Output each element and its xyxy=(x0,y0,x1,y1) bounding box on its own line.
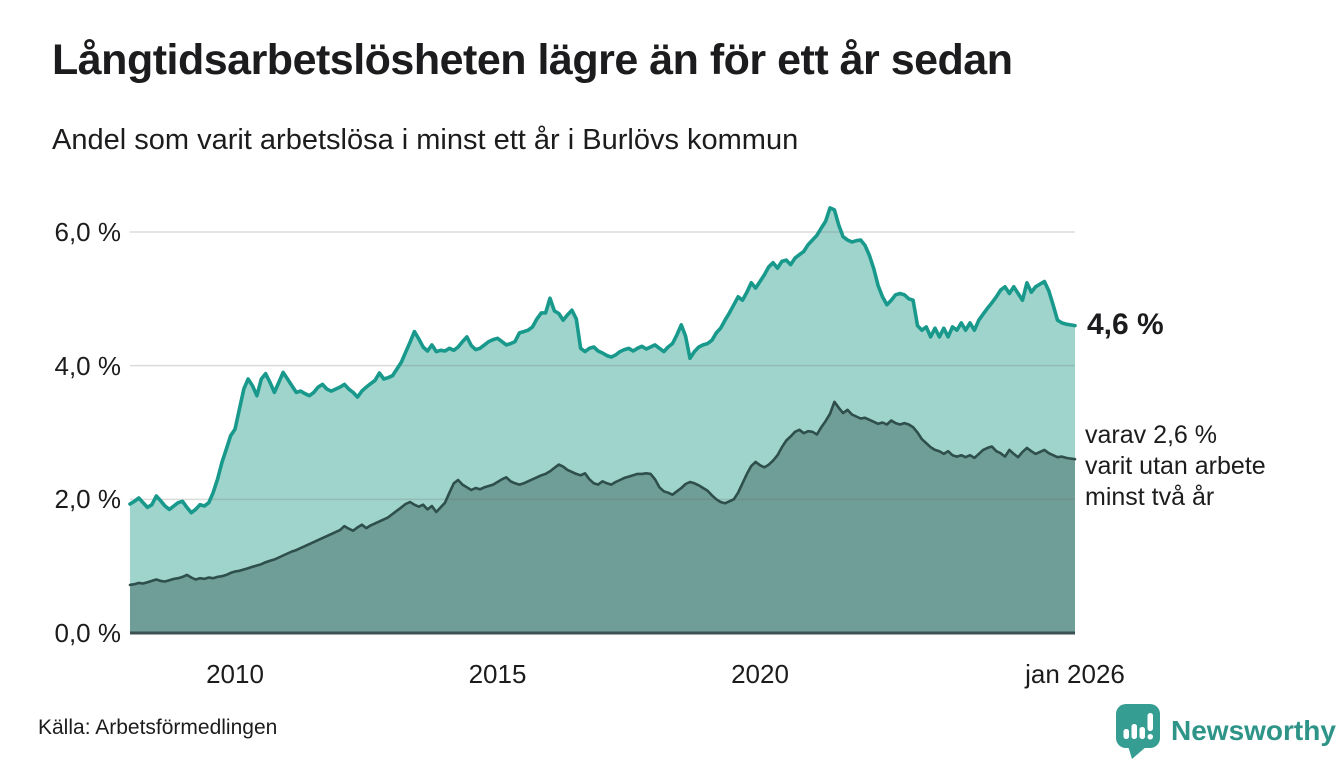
page-title: Långtidsarbetslösheten lägre än för ett … xyxy=(52,36,1013,84)
y-axis-tick-label: 6,0 % xyxy=(54,217,122,247)
y-axis-tick-label: 4,0 % xyxy=(54,350,122,381)
bar-icon-medium xyxy=(1131,724,1137,739)
y-axis-tick-label: 2,0 % xyxy=(54,484,122,515)
x-axis-tick-label: 2020 xyxy=(731,659,789,689)
x-axis-tick-label: jan 2026 xyxy=(1025,659,1125,689)
gridlines xyxy=(130,231,1075,501)
chart-subtitle: Andel som varit arbetslösa i minst ett å… xyxy=(52,124,799,156)
brand-name: Newsworthy xyxy=(1171,715,1336,746)
latest-value-annotation: 4,6 % xyxy=(1087,308,1164,341)
exclamation-stem-icon xyxy=(1147,713,1153,731)
bar-icon-small xyxy=(1123,729,1129,739)
secondary-value-annotation: varav 2,6 % varit utan arbete minst två … xyxy=(1085,421,1266,511)
x-axis-tick-label: 2010 xyxy=(206,659,264,689)
series-lines xyxy=(128,206,1077,587)
source-note: Källa: Arbetsförmedlingen xyxy=(38,716,278,739)
y-axis-tick-label: 0,0 % xyxy=(54,618,122,648)
newsworthy-logo: Newsworthy xyxy=(1115,702,1336,760)
line-min-one-year xyxy=(128,206,1077,515)
area-fills xyxy=(130,207,1075,633)
newsworthy-chart-bubble-icon xyxy=(1116,704,1160,759)
bar-icon-tall xyxy=(1139,727,1145,739)
line-min-two-years xyxy=(128,400,1077,587)
area-fill-min-two-years xyxy=(130,401,1075,633)
x-axis-tick-label: 2015 xyxy=(468,659,527,689)
exclamation-dot-icon xyxy=(1147,734,1153,740)
